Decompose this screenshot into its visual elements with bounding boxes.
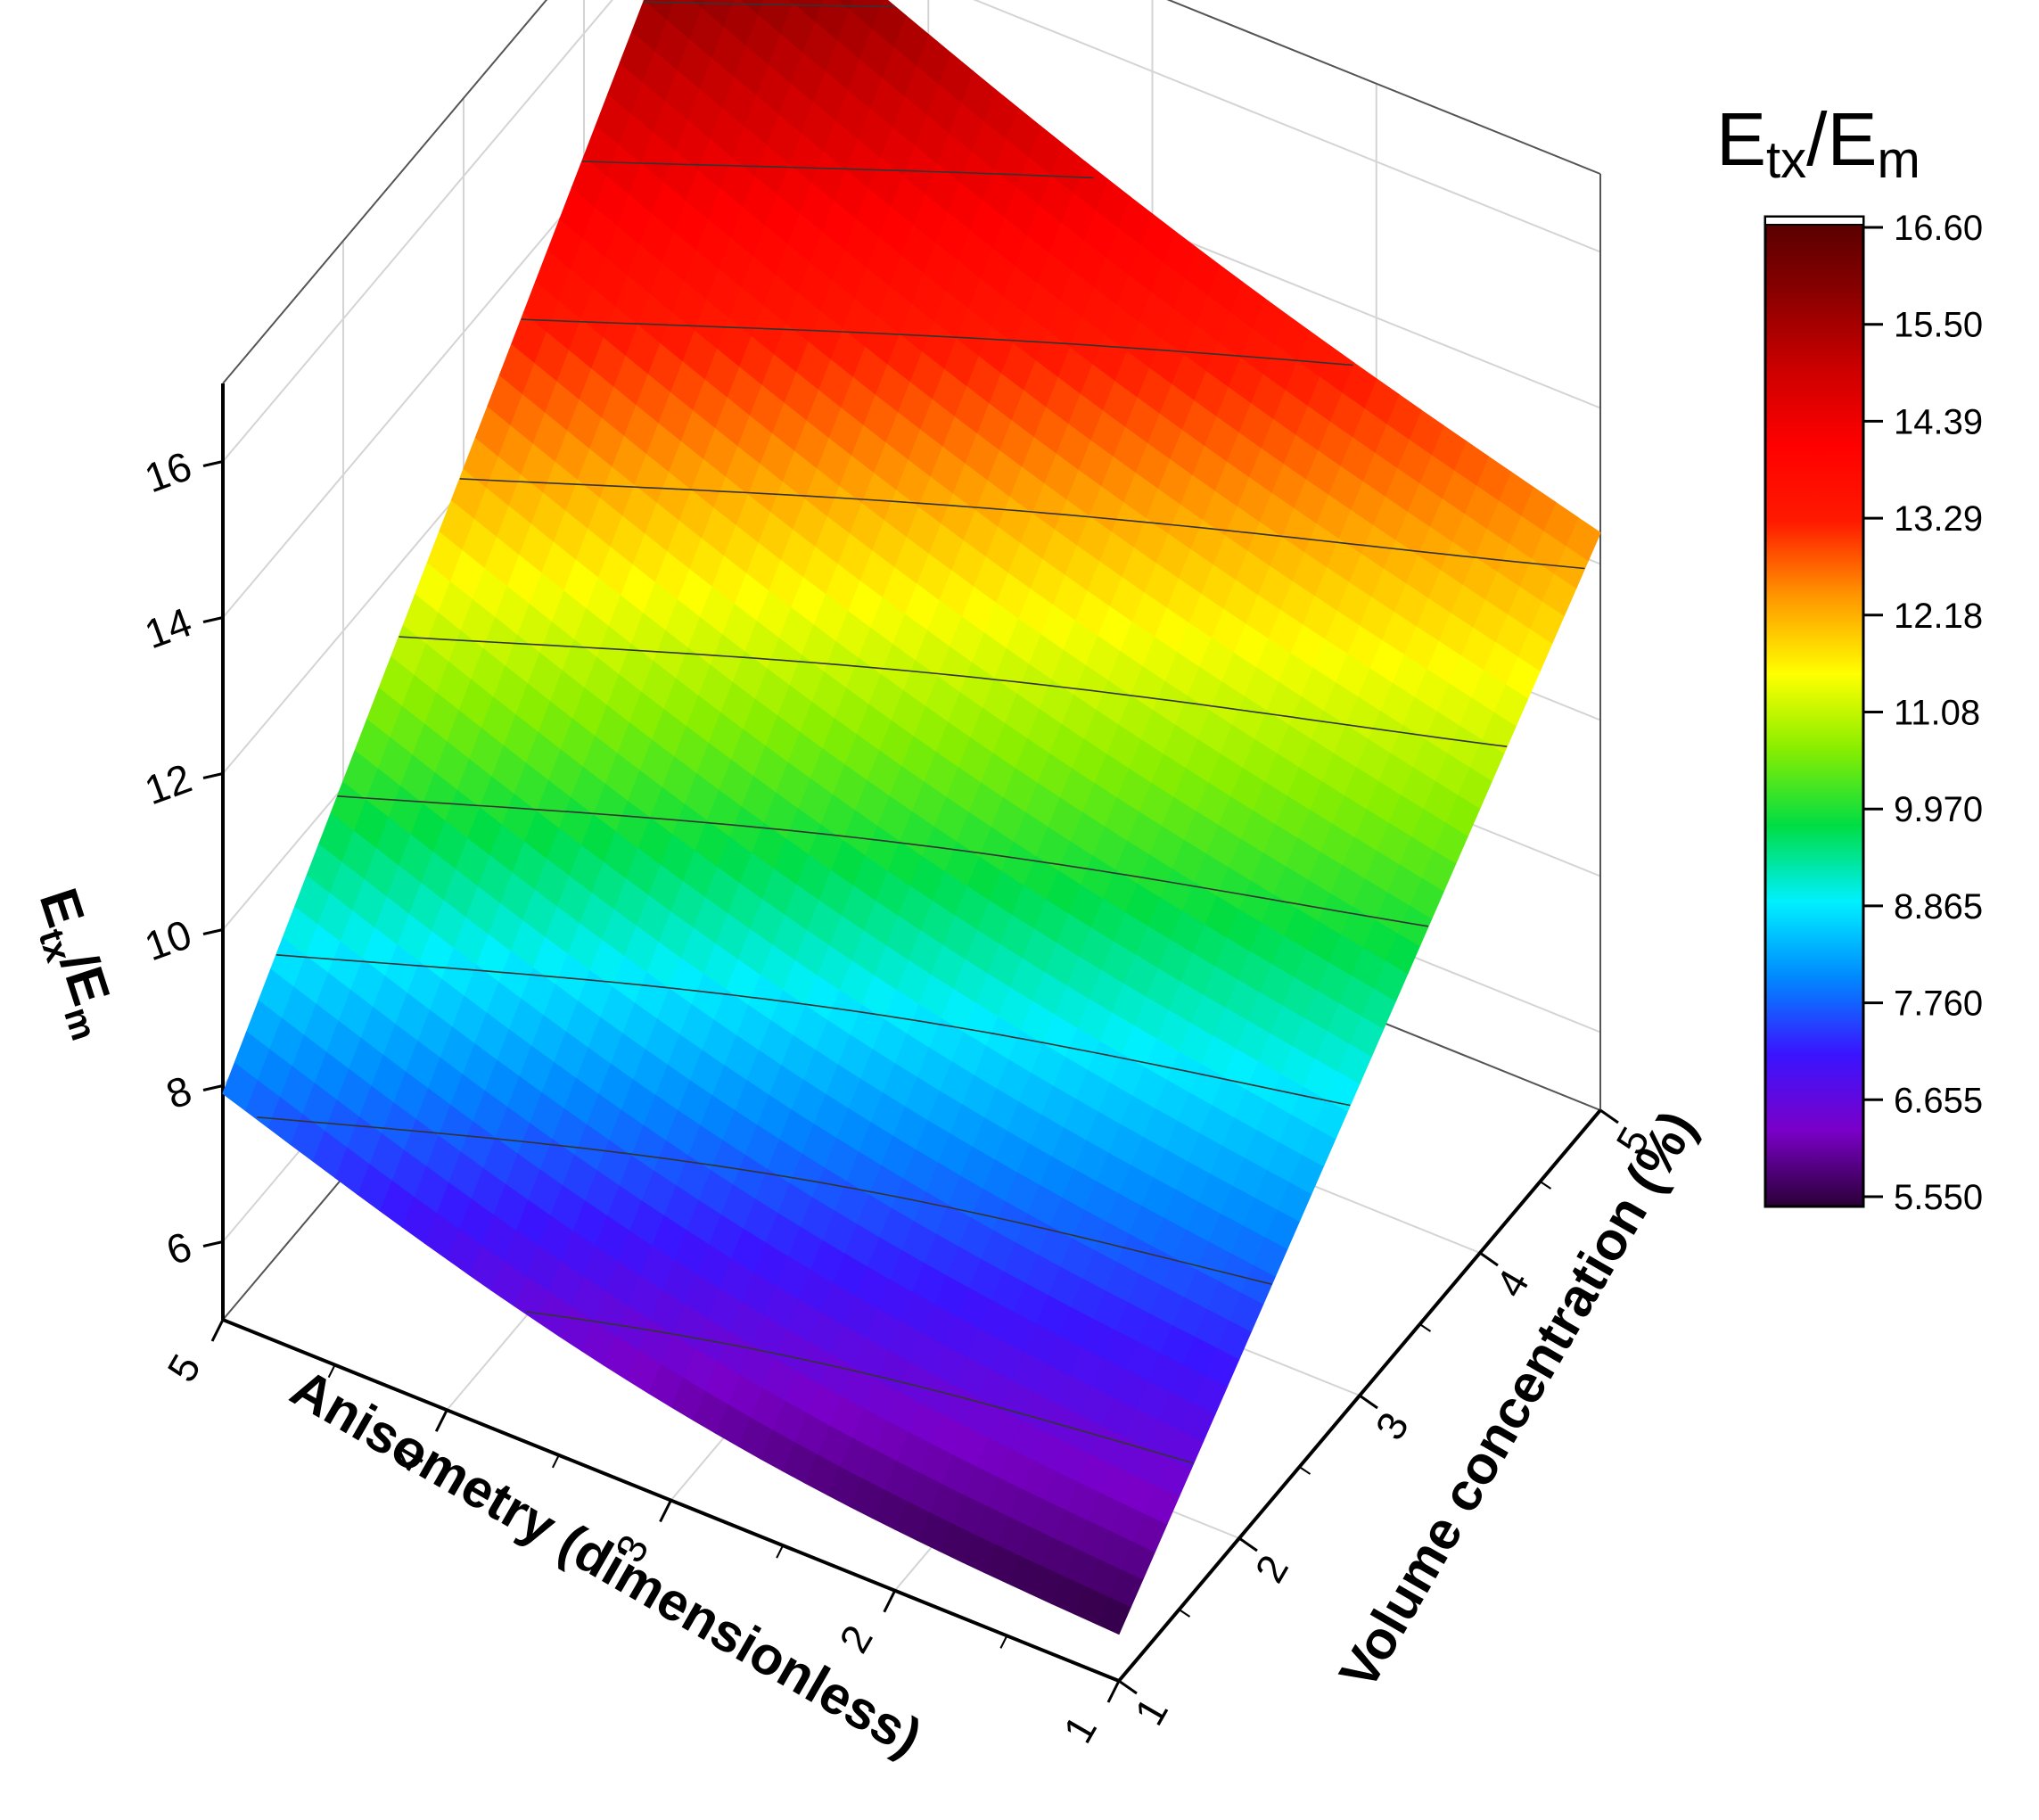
colorbar-tick-label: 7.760 bbox=[1894, 984, 1983, 1024]
colorbar-tick-label: 14.39 bbox=[1894, 402, 1983, 441]
z-label-sub2: m bbox=[56, 1003, 103, 1045]
colorbar-tick-label: 11.08 bbox=[1894, 694, 1980, 733]
z-tick-label: 16 bbox=[139, 442, 198, 501]
contour-line bbox=[257, 1116, 1272, 1285]
surface-cell bbox=[722, 0, 759, 46]
contour-line bbox=[521, 318, 1353, 366]
z-tick-label: 10 bbox=[139, 910, 198, 969]
contour-line bbox=[337, 795, 1429, 927]
colorbar bbox=[1764, 215, 1865, 1208]
surface-cell bbox=[643, 0, 675, 21]
contour-line bbox=[643, 1, 895, 8]
z-tick-label: 8 bbox=[160, 1066, 198, 1118]
contour-line bbox=[581, 161, 1094, 179]
cb-title-sub1: tx bbox=[1766, 131, 1806, 189]
x-tick-label: 2 bbox=[830, 1618, 882, 1660]
contour-line bbox=[525, 1311, 1195, 1464]
contour-lines bbox=[257, 1, 1585, 1464]
contour-line bbox=[275, 954, 1351, 1107]
cb-title-sep: /E bbox=[1806, 97, 1877, 181]
colorbar-tick-label: 16.60 bbox=[1894, 209, 1983, 248]
colorbar-tick-label: 5.550 bbox=[1894, 1178, 1983, 1217]
cb-title-sub2: m bbox=[1878, 131, 1920, 189]
y-axis-label: Volume concentration (%) bbox=[1328, 1100, 1707, 1699]
z-tick-label: 14 bbox=[139, 598, 198, 657]
colorbar-tick-label: 15.50 bbox=[1894, 306, 1983, 345]
z-tick-label: 12 bbox=[139, 754, 198, 813]
colorbar-title: Etx/Em bbox=[1716, 97, 1920, 189]
surface-cell bbox=[665, 0, 703, 39]
surface-cell bbox=[757, 0, 793, 34]
colorbar-tick-label: 6.655 bbox=[1894, 1081, 1983, 1120]
z-axis-label: Etx/Em bbox=[20, 881, 131, 1044]
y-tick-label: 3 bbox=[1366, 1404, 1418, 1447]
surface-cell bbox=[813, 0, 851, 41]
colorbar-tick-label: 8.865 bbox=[1894, 887, 1983, 926]
z-tick-label: 6 bbox=[160, 1223, 198, 1274]
y-tick-label: 4 bbox=[1486, 1262, 1538, 1305]
surface-cell bbox=[789, 0, 794, 4]
colorbar-ticks: 16.60 15.50 14.39 13.29 12.18 11.08 9.970 8.865… bbox=[1764, 209, 1983, 1217]
colorbar-tick-label: 13.29 bbox=[1894, 499, 1983, 539]
contour-line bbox=[459, 478, 1585, 570]
surface bbox=[222, 0, 1601, 1635]
x-tick-label: 1 bbox=[1054, 1708, 1106, 1750]
y-tick-label: 2 bbox=[1246, 1547, 1297, 1590]
y-tick-label: 1 bbox=[1125, 1690, 1177, 1733]
surface-cell bbox=[700, 0, 735, 28]
x-tick-label: 5 bbox=[158, 1346, 210, 1389]
contour-line bbox=[399, 636, 1508, 747]
colorbar-tick-label: 9.970 bbox=[1894, 790, 1983, 829]
colorbar-tick-label: 12.18 bbox=[1894, 597, 1983, 636]
cb-title-main: E bbox=[1716, 97, 1766, 181]
surface-cell bbox=[870, 0, 907, 47]
